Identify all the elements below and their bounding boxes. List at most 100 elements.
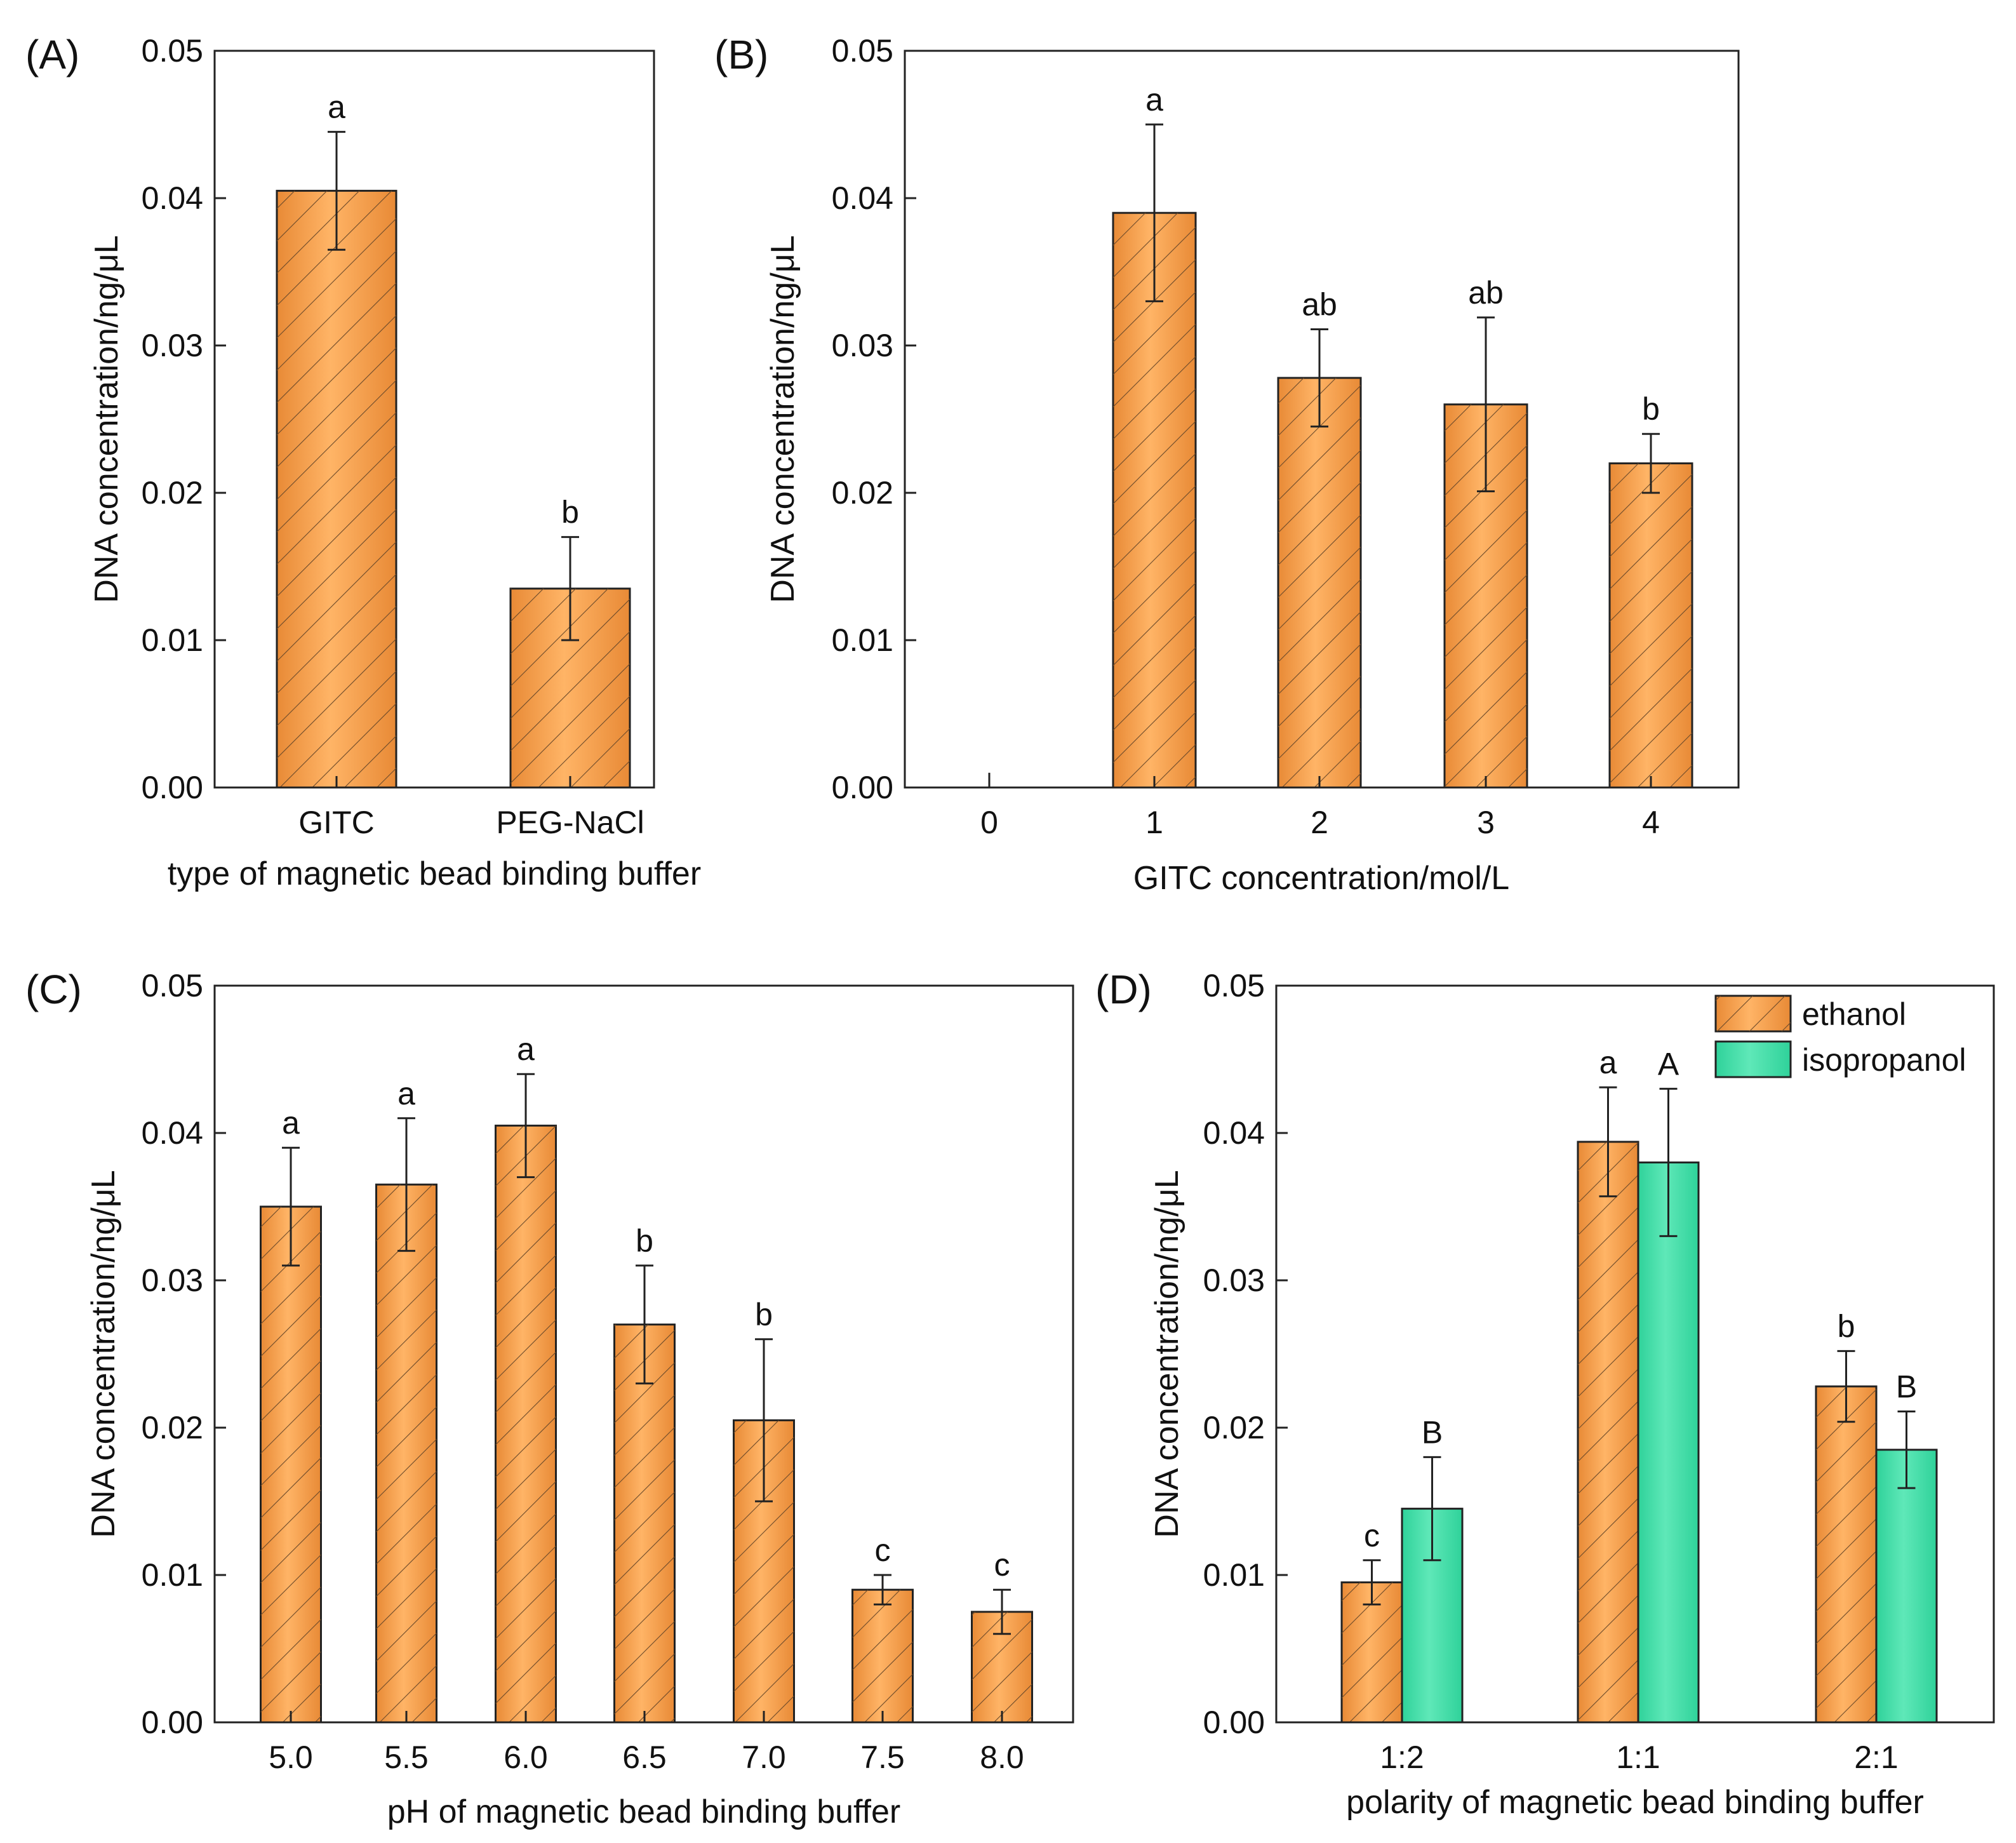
bar-hatch xyxy=(1342,1582,1402,1722)
y-tick-label: 0.05 xyxy=(832,33,893,69)
y-tick-label: 0.02 xyxy=(1203,1410,1265,1445)
y-axis-title: DNA concentration/ng/μL xyxy=(85,1170,122,1538)
legend-swatch-isopropanol xyxy=(1714,1040,1792,1078)
x-tick-label: 6.5 xyxy=(622,1739,667,1775)
panel-label: (D) xyxy=(1095,967,1152,1012)
x-tick-label: 4 xyxy=(1642,805,1660,840)
significance-letter: c xyxy=(1364,1518,1380,1553)
x-axis-title: pH of magnetic bead binding buffer xyxy=(387,1793,901,1830)
bar-hatch xyxy=(1113,213,1196,787)
bar-hatch xyxy=(1816,1386,1876,1722)
x-tick-label: 7.5 xyxy=(860,1739,905,1775)
significance-letter: b xyxy=(561,495,579,530)
bar-hatch xyxy=(1610,463,1692,787)
x-tick-label: 8.0 xyxy=(980,1739,1024,1775)
x-axis-title: type of magnetic bead binding buffer xyxy=(168,855,701,892)
y-tick-label: 0.00 xyxy=(142,1705,203,1740)
bar-hatch xyxy=(1578,1141,1638,1722)
x-axis-title: polarity of magnetic bead binding buffer xyxy=(1346,1784,1924,1821)
significance-letter: b xyxy=(636,1223,653,1259)
significance-letter: b xyxy=(1642,391,1660,427)
plot-frame xyxy=(213,50,655,789)
panel-label: (A) xyxy=(25,32,79,77)
y-tick-label: 0.00 xyxy=(832,770,893,805)
bar-isopropanol xyxy=(1875,1449,1938,1724)
bar-hatch xyxy=(852,1590,913,1722)
x-tick-label: GITC xyxy=(298,805,374,840)
significance-letter: c xyxy=(994,1547,1010,1583)
significance-letter: b xyxy=(1838,1308,1855,1344)
x-tick-label: 3 xyxy=(1477,805,1495,840)
panel-d: (D) 0.00 0.01 0.02 0.03 0.04 0.05 c Ba Ab B 1:2 1:1 2… xyxy=(1095,967,1995,1821)
y-tick-label: 0.02 xyxy=(142,475,203,511)
y-tick-label: 0.04 xyxy=(832,180,893,216)
x-tick-label: 2 xyxy=(1311,805,1328,840)
y-tick-label: 0.03 xyxy=(142,328,203,363)
y-tick-label: 0.05 xyxy=(1203,968,1265,1003)
y-tick-label: 0.04 xyxy=(142,180,203,216)
plot-frame xyxy=(213,984,1074,1724)
x-tick-label: 1 xyxy=(1145,805,1163,840)
y-tick-label: 0.01 xyxy=(142,622,203,658)
significance-letter: a xyxy=(1145,82,1163,117)
x-tick-label: 1:2 xyxy=(1380,1739,1424,1775)
legend-label-isopropanol: isopropanol xyxy=(1802,1042,1966,1078)
significance-letter: a xyxy=(1599,1045,1617,1080)
significance-letter: b xyxy=(755,1297,773,1332)
significance-letter: A xyxy=(1658,1046,1679,1082)
y-axis-title: DNA concentration/ng/μL xyxy=(1149,1170,1185,1538)
significance-letter: c xyxy=(875,1532,891,1568)
y-tick-label: 0.04 xyxy=(1203,1115,1265,1151)
bar-hatch xyxy=(614,1324,675,1722)
significance-letter: a xyxy=(282,1105,300,1141)
bar-isopropanol xyxy=(1637,1161,1700,1724)
y-axis-title: DNA concentration/ng/μL xyxy=(764,235,801,603)
plot-frame xyxy=(1275,984,1995,1724)
x-tick-label: 5.0 xyxy=(269,1739,313,1775)
y-tick-label: 0.04 xyxy=(142,1115,203,1151)
significance-letter: a xyxy=(517,1031,535,1067)
panel-label: (B) xyxy=(714,32,768,77)
significance-letter: a xyxy=(397,1076,415,1111)
significance-letter: B xyxy=(1896,1369,1917,1404)
x-tick-label: 1:1 xyxy=(1616,1739,1660,1775)
significance-letter: ab xyxy=(1468,275,1504,311)
y-tick-label: 0.01 xyxy=(832,622,893,658)
y-tick-label: 0.00 xyxy=(142,770,203,805)
y-tick-label: 0.01 xyxy=(1203,1557,1265,1593)
panel-c: (C) 0.00 0.01 0.02 0.03 0.04 0.05 a a a b b c c 5.0 5.5… xyxy=(25,967,1074,1830)
legend-swatch-hatch xyxy=(1716,996,1791,1031)
y-tick-label: 0.05 xyxy=(142,968,203,1003)
y-tick-label: 0.03 xyxy=(832,328,893,363)
bar-hatch xyxy=(495,1125,556,1722)
x-tick-label: 6.0 xyxy=(504,1739,548,1775)
x-tick-label: 2:1 xyxy=(1854,1739,1899,1775)
y-tick-label: 0.01 xyxy=(142,1557,203,1593)
panel-a: (A) 0.00 0.01 0.02 0.03 0.04 0.05 a b GITC PEG-NaC… xyxy=(25,32,701,892)
x-tick-label: 5.5 xyxy=(384,1739,429,1775)
significance-letter: a xyxy=(328,90,345,125)
significance-letter: B xyxy=(1422,1414,1443,1450)
x-tick-label: PEG-NaCl xyxy=(496,805,644,840)
panel-label: (C) xyxy=(25,967,82,1012)
panel-b: (B) 0.00 0.01 0.02 0.03 0.04 0.05 a ab ab b 0 1 2 3 4 GI… xyxy=(714,32,1740,897)
y-tick-label: 0.05 xyxy=(142,33,203,69)
y-tick-label: 0.03 xyxy=(142,1263,203,1298)
y-tick-label: 0.03 xyxy=(1203,1263,1265,1298)
y-tick-label: 0.02 xyxy=(832,475,893,511)
plot-frame xyxy=(904,50,1740,789)
y-axis-title: DNA concentration/ng/μL xyxy=(88,235,125,603)
bar-hatch xyxy=(376,1184,437,1722)
bar-hatch xyxy=(1278,378,1361,787)
y-tick-label: 0.02 xyxy=(142,1410,203,1445)
bar-hatch xyxy=(277,191,396,787)
x-axis-title: GITC concentration/mol/L xyxy=(1133,860,1509,897)
significance-letter: ab xyxy=(1302,286,1337,322)
bar-hatch xyxy=(260,1207,321,1722)
legend-label-ethanol: ethanol xyxy=(1802,996,1906,1032)
x-tick-label: 7.0 xyxy=(742,1739,786,1775)
legend: ethanol isopropanol xyxy=(1714,995,1966,1078)
y-tick-label: 0.00 xyxy=(1203,1705,1265,1740)
x-tick-label: 0 xyxy=(980,805,998,840)
